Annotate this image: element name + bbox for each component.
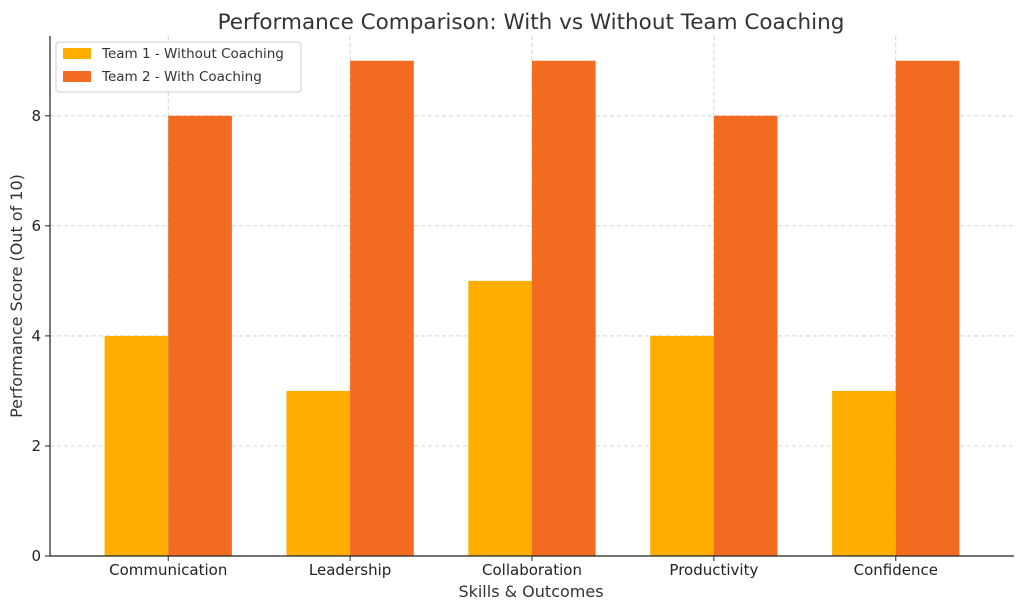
x-tick-label-productivity: Productivity xyxy=(669,561,758,579)
bar-series-2-communication xyxy=(168,115,232,556)
chart-title: Performance Comparison: With vs Without … xyxy=(218,10,845,35)
bar-series-1-confidence xyxy=(832,390,896,556)
y-tick-label-2: 2 xyxy=(31,437,41,455)
bar-series-1-leadership xyxy=(286,390,351,556)
bar-series-1-collaboration xyxy=(468,280,532,556)
y-tick-label-4: 4 xyxy=(31,327,41,345)
legend-swatch-team-2 xyxy=(63,71,91,82)
bars xyxy=(104,60,960,557)
legend-label-team-1: Team 1 - Without Coaching xyxy=(101,46,284,62)
legend-label-team-2: Team 2 - With Coaching xyxy=(101,69,262,85)
x-ticks: Communication Leadership Collaboration Prod… xyxy=(109,556,938,579)
bar-series-2-leadership xyxy=(350,60,414,557)
bar-series-2-productivity xyxy=(713,115,778,556)
bar-series-2-collaboration xyxy=(532,60,596,557)
bar-series-2-confidence xyxy=(895,60,960,557)
x-axis-label: Skills & Outcomes xyxy=(458,582,603,601)
x-tick-label-leadership: Leadership xyxy=(309,561,391,579)
y-tick-label-8: 8 xyxy=(31,107,41,125)
y-axis-label: Performance Score (Out of 10) xyxy=(7,174,26,418)
bar-series-1-communication xyxy=(104,335,169,556)
bar-series-1-productivity xyxy=(650,335,714,556)
y-ticks: 0 2 4 6 8 xyxy=(31,107,50,565)
y-tick-label-0: 0 xyxy=(31,547,41,565)
x-tick-label-confidence: Confidence xyxy=(854,561,938,579)
legend: Team 1 - Without Coaching Team 2 - With … xyxy=(55,41,302,93)
legend-frame xyxy=(55,41,302,93)
x-tick-label-collaboration: Collaboration xyxy=(482,561,582,579)
x-tick-label-communication: Communication xyxy=(109,561,227,579)
legend-swatch-team-1 xyxy=(63,48,91,59)
y-tick-label-6: 6 xyxy=(31,217,41,235)
